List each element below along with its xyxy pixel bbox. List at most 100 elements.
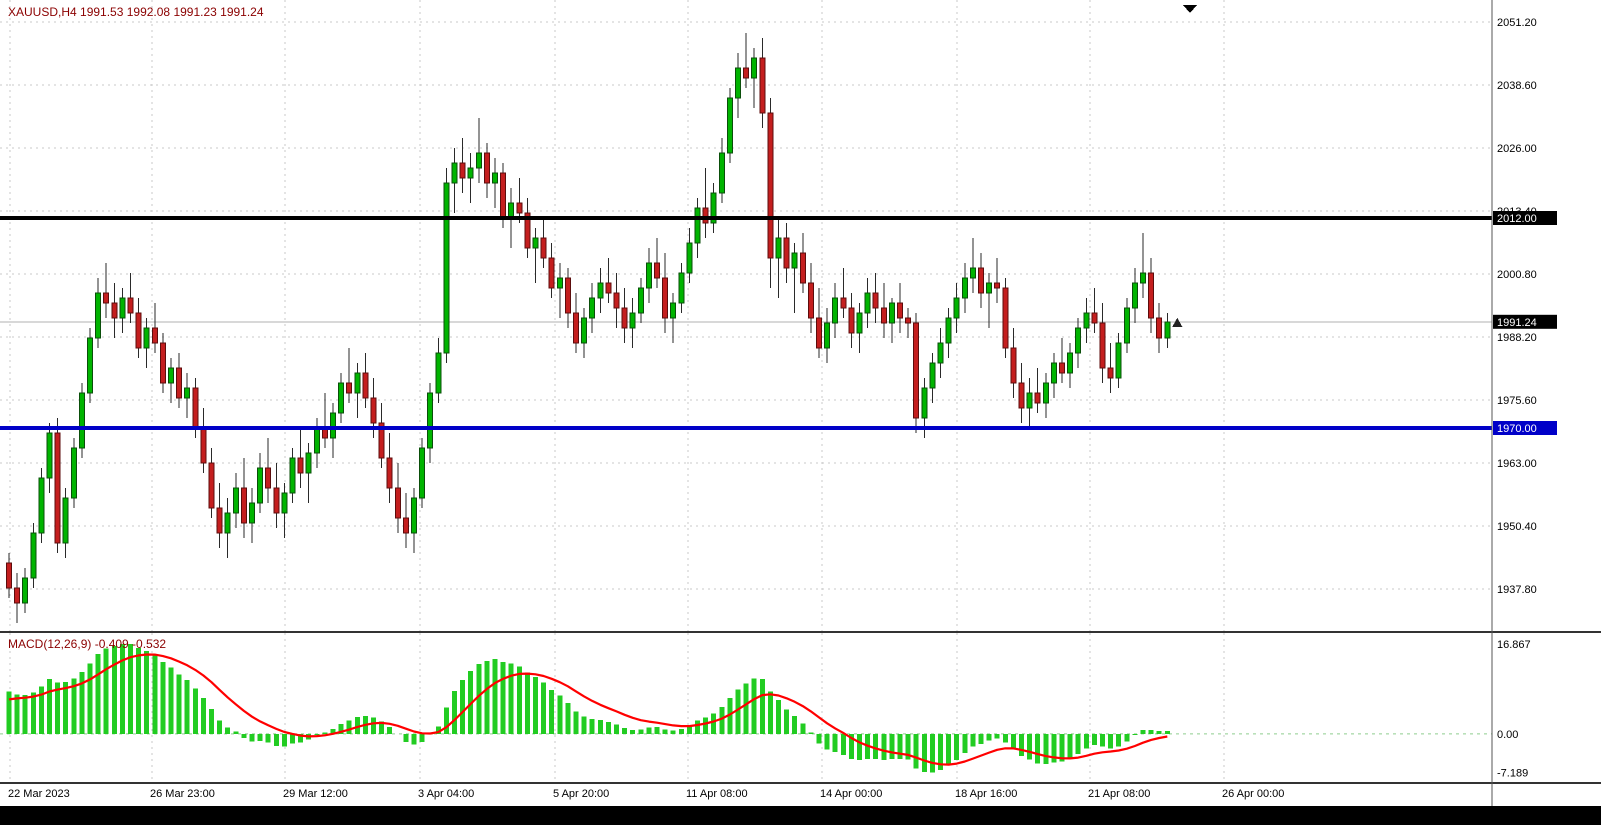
candle-bear <box>500 172 507 219</box>
candle-bull <box>686 242 693 274</box>
candle-bull <box>961 277 968 299</box>
macd-histogram-bar <box>630 730 636 734</box>
candle-bear <box>265 467 272 489</box>
macd-histogram-bar <box>719 707 725 734</box>
candle-bull <box>645 262 652 289</box>
macd-histogram-bar <box>371 717 376 734</box>
candle-bull <box>119 297 126 319</box>
candle-bull <box>443 182 450 354</box>
candle-bull <box>710 192 717 224</box>
macd-histogram-bar <box>119 643 125 734</box>
candle-bear <box>872 292 879 309</box>
macd-histogram-bar <box>419 733 425 742</box>
macd-panel[interactable] <box>0 643 1492 773</box>
candle-bull <box>629 312 636 329</box>
macd-axis-tick: -7.189 <box>1497 767 1528 779</box>
candle-bear <box>516 202 523 214</box>
grid-layer <box>0 0 1492 782</box>
candle-bear <box>200 427 207 464</box>
macd-histogram-bar <box>508 663 514 734</box>
candle-bear <box>799 252 806 284</box>
macd-histogram-bar <box>338 723 344 734</box>
macd-histogram-bar <box>857 733 862 761</box>
macd-histogram-bar <box>55 682 61 734</box>
macd-histogram-bar <box>47 679 52 734</box>
macd-histogram-bar <box>565 703 571 734</box>
macd-histogram-bar <box>379 721 385 734</box>
candle-bear <box>1010 347 1017 384</box>
candle-bull <box>791 252 798 269</box>
candle-bull <box>832 297 839 324</box>
axes-layer[interactable]: 2051.202038.602026.002013.402000.801988.… <box>8 17 1557 800</box>
candle-bull <box>1123 307 1130 344</box>
macd-histogram-bar <box>848 733 854 760</box>
candle-bull <box>556 277 563 289</box>
macd-histogram-bar <box>913 733 919 769</box>
candle-bear <box>370 397 377 424</box>
chart-shift-marker[interactable] <box>1183 5 1197 13</box>
candle-bear <box>54 432 61 544</box>
candle-bear <box>759 57 766 114</box>
candle-bear <box>192 387 199 429</box>
macd-histogram-bar <box>273 733 279 746</box>
macd-histogram-bar <box>597 720 603 734</box>
candle-bull <box>354 372 361 394</box>
macd-histogram-bar <box>735 689 741 734</box>
macd-histogram-bar <box>160 662 166 734</box>
macd-histogram-bar <box>784 709 790 734</box>
candle-bull <box>718 152 725 194</box>
macd-histogram-bar <box>557 695 563 734</box>
candle-bear <box>564 277 571 314</box>
candle-bull <box>467 167 474 179</box>
candle-bull <box>70 447 77 499</box>
price-label-box <box>1493 421 1557 435</box>
price-axis-tick: 2051.20 <box>1497 17 1537 29</box>
macd-histogram-bar <box>1051 733 1057 763</box>
candle-bear <box>159 342 166 384</box>
macd-histogram-bar <box>111 646 117 734</box>
candle-bear <box>840 297 847 309</box>
price-axis-tick: 1963.00 <box>1497 458 1537 470</box>
candle-bear <box>1099 322 1106 369</box>
macd-histogram-bar <box>751 678 757 734</box>
candle-bear <box>548 257 555 289</box>
candle-bull <box>168 367 174 384</box>
candle-bear <box>905 317 912 324</box>
macd-histogram-bar <box>217 720 223 734</box>
macd-histogram-bar <box>314 733 320 735</box>
macd-histogram-bar <box>136 648 142 734</box>
macd-histogram-bar <box>881 733 887 761</box>
candle-bear <box>978 267 984 294</box>
macd-histogram-bar <box>695 720 700 734</box>
candle-bull <box>435 352 442 394</box>
macd-histogram-bar <box>22 694 28 734</box>
macd-histogram-bar <box>921 733 927 773</box>
candle-bull <box>1140 272 1146 284</box>
macd-histogram-bar <box>249 733 255 742</box>
macd-histogram-bar <box>662 729 668 734</box>
candle-bull <box>78 392 85 449</box>
candle-bear <box>1002 287 1009 349</box>
macd-histogram-bar <box>500 661 506 734</box>
candle-bull <box>751 57 758 79</box>
macd-histogram-bar <box>1019 733 1024 756</box>
candle-bull <box>30 532 37 579</box>
price-axis-tick: 2038.60 <box>1497 80 1537 92</box>
candle-bear <box>1156 317 1163 339</box>
macd-histogram-bar <box>1083 733 1089 749</box>
hline-objects-layer <box>0 216 1492 430</box>
candle-bull <box>257 467 264 504</box>
macd-histogram-bar <box>460 680 466 734</box>
macd-histogram-bar <box>840 733 846 755</box>
candle-bull <box>95 292 102 339</box>
candle-bull <box>581 317 588 344</box>
macd-histogram-bar <box>1140 730 1146 734</box>
macd-histogram-bar <box>484 661 490 734</box>
macd-histogram-bar <box>265 733 271 743</box>
candle-bull <box>305 452 312 474</box>
macd-histogram-bar <box>443 707 449 734</box>
candle-bull <box>694 207 701 244</box>
candle-bull <box>249 502 255 524</box>
candle-bear <box>913 322 920 419</box>
